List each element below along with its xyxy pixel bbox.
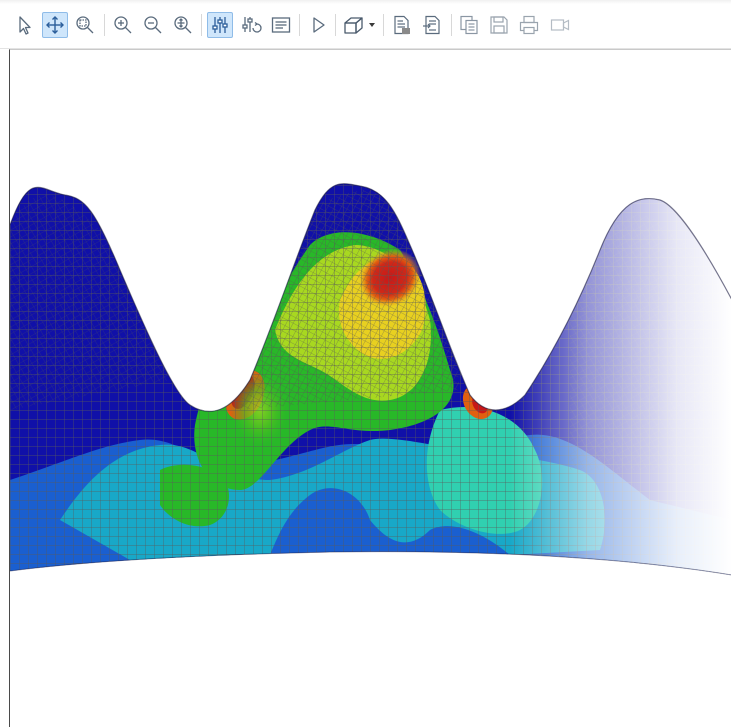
text-list-icon [271,17,291,33]
gear-bore-edge [10,551,731,576]
copy-button[interactable] [456,12,482,38]
fe-mesh-fine-left [10,194,170,410]
copy-icon [460,15,478,35]
toolbar [0,0,731,49]
zoom-out-icon [144,16,162,34]
toolbar-separator [201,14,202,36]
zoom-in-button[interactable] [110,12,136,38]
save-button[interactable] [486,12,512,38]
toolbar-separator [383,14,384,36]
toolbar-separator [335,14,336,36]
gear-body [10,183,731,575]
export-data-button[interactable] [419,12,445,38]
pan-tool-button[interactable] [42,12,68,38]
adjust-sliders-button[interactable] [207,12,233,38]
text-report-button[interactable] [268,12,294,38]
zoom-box-icon [76,16,94,34]
select-arrow-icon [19,16,31,35]
fe-mesh-fine-tooth [240,190,460,410]
save-icon [490,16,508,34]
toolbar-separator [299,14,300,36]
export-image-button[interactable] [389,12,415,38]
sliders-refresh-icon [242,17,262,33]
model-viewport[interactable] [9,49,731,727]
export-image-icon [394,15,410,35]
transparency-fade [510,183,731,575]
select-tool-button[interactable] [12,12,38,38]
zoom-fit-icon [174,16,192,34]
print-button[interactable] [516,12,542,38]
zoom-out-button[interactable] [140,12,166,38]
zoom-in-icon [114,16,132,34]
print-icon [519,15,539,35]
fem-stress-plot [10,183,731,576]
view-cube-dropdown-button[interactable] [341,12,379,38]
zoom-fit-button[interactable] [170,12,196,38]
export-data-icon [423,15,440,35]
pan-move-icon [46,16,64,34]
sliders-icon [212,17,228,33]
play-icon [313,17,325,33]
toolbar-separator [451,14,452,36]
toolbar-separator [104,14,105,36]
play-button[interactable] [305,12,331,38]
gear-profile-edge [10,183,731,412]
adjust-refresh-button[interactable] [238,12,264,38]
video-camera-icon [550,19,570,31]
view-cube-dropdown-icon [344,17,375,34]
record-video-button[interactable] [547,12,573,38]
zoom-box-button[interactable] [72,12,98,38]
toolbar-top-border [0,0,731,4]
